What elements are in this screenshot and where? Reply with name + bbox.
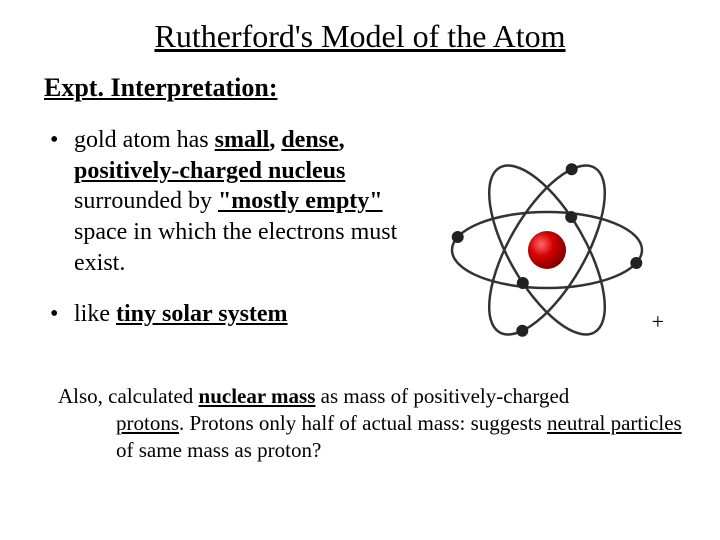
emph-protons: protons <box>116 411 179 435</box>
emph-dense: dense <box>281 127 338 153</box>
footer-paragraph: Also, calculated nuclear mass as mass of… <box>38 383 682 464</box>
bullet-list: gold atom has small, dense, positively-c… <box>38 125 416 349</box>
text: as mass of positively-charged <box>315 384 569 408</box>
emph-nucleus: positively-charged nucleus <box>74 158 345 184</box>
text: . Protons only half of actual mass: sugg… <box>179 411 547 435</box>
text: surrounded by <box>74 188 218 214</box>
text: space in which the electrons must exist. <box>74 219 397 276</box>
section-subtitle: Expt. Interpretation: <box>44 73 682 103</box>
text: of same mass as proton? <box>116 438 321 462</box>
emph-empty: "mostly empty" <box>218 188 383 214</box>
bullet-2: like tiny solar system <box>50 299 416 330</box>
atom-svg <box>422 125 682 375</box>
content-row: gold atom has small, dense, positively-c… <box>38 125 682 375</box>
bullet-1: gold atom has small, dense, positively-c… <box>50 125 416 279</box>
text: , <box>339 127 345 153</box>
emph-neutral-particles: neutral particles <box>547 411 682 435</box>
page-title: Rutherford's Model of the Atom <box>38 18 682 55</box>
text: gold atom has <box>74 127 215 153</box>
text: like <box>74 301 116 327</box>
emph-solar: tiny solar system <box>116 301 288 327</box>
emph-nuclear-mass: nuclear mass <box>199 384 316 408</box>
text: , <box>269 127 281 153</box>
atom-diagram: + <box>422 125 682 375</box>
emph-small: small <box>215 127 270 153</box>
plus-label: + <box>652 309 664 335</box>
text: Also, calculated <box>58 384 199 408</box>
